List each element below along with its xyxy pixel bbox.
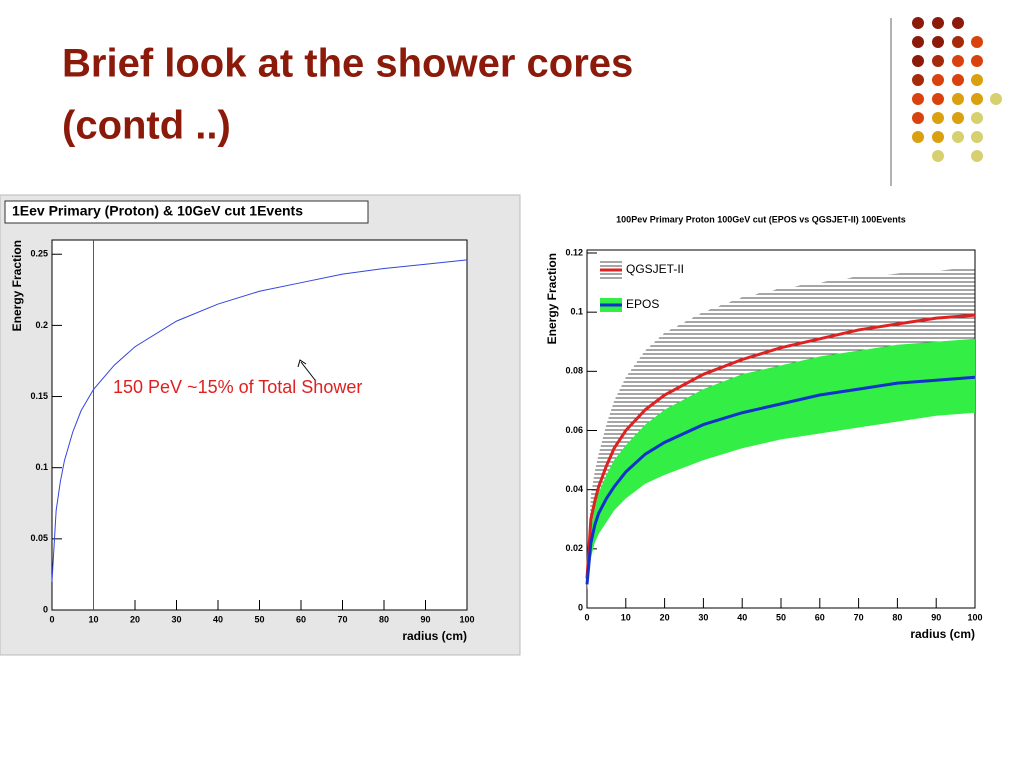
x-tick-label: 90 [931,612,941,622]
line-series [585,375,976,585]
x-tick-label: 80 [892,612,902,622]
title-box [4,200,369,224]
y-tick-label: 0.25 [30,249,48,259]
x-tick-label: 80 [379,614,389,624]
y-tick-label: 0.1 [35,462,48,472]
y-tick-label: 0 [43,604,48,614]
y-tick-label: 0.15 [30,391,48,401]
legend-label: EPOS [626,297,659,311]
x-tick-label: 0 [49,614,54,624]
y-tick-label: 0.2 [35,320,48,330]
y-tick-label: 0.1 [570,307,583,317]
x-tick-label: 10 [88,614,98,624]
y-axis-label: Energy Fraction [10,240,24,331]
x-tick-label: 30 [171,614,181,624]
error-band [587,338,975,591]
slide-title: (contd ..) [62,104,231,148]
y-axis-label: Energy Fraction [545,253,559,344]
chart-title: 100Pev Primary Proton 100GeV cut (EPOS v… [616,214,906,224]
annotation-arrowhead [297,359,307,368]
x-tick-label: 10 [621,612,631,622]
x-tick-label: 100 [459,614,474,624]
x-axis-label: radius (cm) [402,629,467,643]
chart-title: 1Eev Primary (Proton) & 10GeV cut 1Event… [12,203,303,219]
y-tick-label: 0.12 [565,247,583,257]
line-series [585,313,976,579]
x-tick-label: 40 [737,612,747,622]
x-tick-label: 100 [967,612,982,622]
x-tick-label: 30 [698,612,708,622]
plot-area [51,239,468,611]
legend-label: QGSJET-II [626,262,684,276]
line-series [51,259,468,582]
y-tick-label: 0.06 [565,425,583,435]
x-axis-label: radius (cm) [910,627,975,641]
y-tick-label: 0.04 [565,484,583,494]
annotation-arrow [300,361,316,381]
annotation: 150 PeV ~15% of Total Shower [113,377,362,397]
y-tick-label: 0 [578,602,583,612]
x-tick-label: 70 [337,614,347,624]
x-tick-label: 20 [660,612,670,622]
y-tick-label: 0.02 [565,543,583,553]
error-band [587,267,975,585]
x-tick-label: 60 [815,612,825,622]
x-tick-label: 50 [776,612,786,622]
y-tick-label: 0.05 [30,533,48,543]
x-tick-label: 0 [584,612,589,622]
y-tick-label: 0.08 [565,366,583,376]
x-tick-label: 90 [420,614,430,624]
decor-dots [912,17,1002,162]
slide-title: Brief look at the shower cores [62,42,633,86]
x-tick-label: 20 [130,614,140,624]
x-tick-label: 50 [254,614,264,624]
x-tick-label: 70 [854,612,864,622]
x-tick-label: 60 [296,614,306,624]
x-tick-label: 40 [213,614,223,624]
